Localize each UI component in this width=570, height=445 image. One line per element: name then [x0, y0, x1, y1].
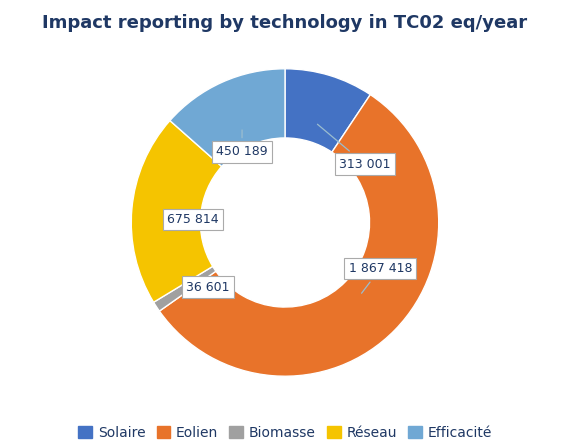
- Wedge shape: [285, 69, 370, 152]
- Wedge shape: [170, 69, 285, 166]
- Wedge shape: [160, 95, 439, 376]
- Wedge shape: [131, 121, 222, 302]
- Text: 675 814: 675 814: [167, 213, 218, 226]
- Title: Impact reporting by technology in TC02 eq/year: Impact reporting by technology in TC02 e…: [42, 14, 528, 32]
- Text: 450 189: 450 189: [216, 130, 268, 158]
- Text: 1 867 418: 1 867 418: [349, 262, 412, 293]
- Text: 313 001: 313 001: [317, 124, 390, 170]
- Legend: Solaire, Eolien, Biomasse, Réseau, Efficacité: Solaire, Eolien, Biomasse, Réseau, Effic…: [73, 421, 497, 445]
- Text: 36 601: 36 601: [186, 280, 230, 294]
- Wedge shape: [153, 267, 216, 311]
